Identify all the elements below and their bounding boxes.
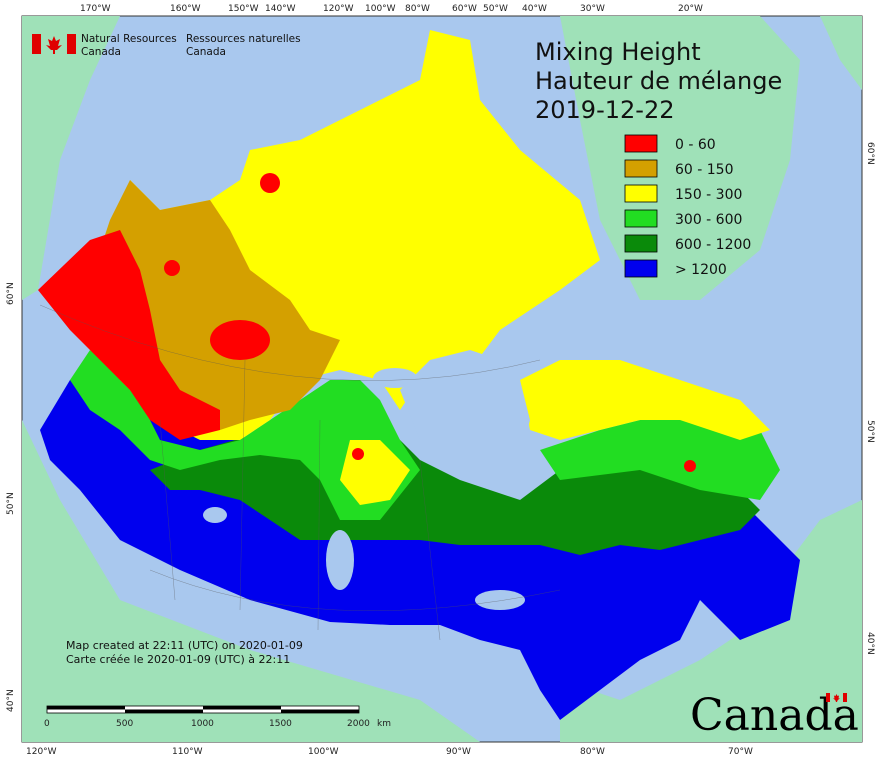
scale-unit: km [377, 719, 391, 729]
zone-red [38, 230, 220, 440]
zone-green [70, 350, 420, 520]
tick-right: 50°N [865, 420, 875, 443]
tick-top: 160°W [170, 4, 201, 14]
scale-label: 2000 [347, 719, 370, 729]
tick-top: 50°W [483, 4, 508, 14]
scale-label: 1500 [269, 719, 292, 729]
tick-left: 40°N [6, 689, 16, 712]
department-en-line1: Natural Resources [81, 33, 177, 45]
tick-top: 150°W [228, 4, 259, 14]
tick-bottom: 70°W [728, 747, 753, 757]
scale-bar: 0 500 1000 1500 2000 km [44, 705, 391, 729]
flag-bar-right [67, 34, 76, 54]
department-fr-line2: Canada [186, 46, 226, 58]
credit-line2: Carte créée le 2020-01-09 (UTC) à 22:11 [66, 653, 290, 666]
tick-top: 140°W [265, 4, 296, 14]
tick-top: 60°W [452, 4, 477, 14]
legend-swatch [624, 259, 658, 278]
tick-top: 30°W [580, 4, 605, 14]
canada-wordmark: Canada [690, 690, 859, 741]
legend-swatch [624, 184, 658, 203]
legend-swatch [624, 234, 658, 253]
maple-leaf-icon [46, 36, 62, 54]
tick-right: 40°N [865, 632, 875, 655]
top-ticks: 170°W 160°W 150°W 140°W 120°W 100°W 80°W… [80, 4, 703, 14]
scale-label: 0 [44, 719, 50, 729]
legend-label: 600 - 1200 [675, 237, 751, 253]
tick-top: 40°W [522, 4, 547, 14]
canada-land [38, 30, 800, 720]
tick-bottom: 100°W [308, 747, 339, 757]
tick-bottom: 110°W [172, 747, 203, 757]
legend-swatch [624, 159, 658, 178]
legend-label: 0 - 60 [675, 137, 716, 153]
tick-top: 80°W [405, 4, 430, 14]
legend-label: 300 - 600 [675, 212, 742, 228]
tick-top: 120°W [323, 4, 354, 14]
scale-label: 1000 [191, 719, 214, 729]
wordmark-text: Canada [690, 690, 859, 741]
legend-swatch [624, 134, 658, 153]
map-credit: Map created at 22:11 (UTC) on 2020-01-09… [66, 639, 303, 666]
left-ticks: 60°N 50°N 40°N [6, 282, 16, 712]
nrcan-signature: Natural Resources Canada Ressources natu… [32, 33, 301, 58]
flag-bar-left [32, 34, 41, 54]
tick-bottom: 90°W [446, 747, 471, 757]
graticule [39, 304, 561, 641]
surrounding-land [22, 16, 862, 742]
title-line2: Hauteur de mélange [535, 67, 782, 95]
map-title: Mixing Height Hauteur de mélange 2019-12… [535, 38, 782, 124]
tick-left: 50°N [6, 492, 16, 515]
maple-leaf-icon [833, 694, 840, 702]
department-en-line2: Canada [81, 46, 121, 58]
legend-label: > 1200 [675, 262, 727, 278]
title-date: 2019-12-22 [535, 96, 674, 124]
tick-bottom: 80°W [580, 747, 605, 757]
right-ticks: 60°N 50°N 40°N [865, 142, 875, 655]
scale-label: 500 [116, 719, 133, 729]
tick-bottom: 120°W [26, 747, 57, 757]
tick-top: 100°W [365, 4, 396, 14]
wordmark-flag-left [826, 693, 830, 702]
legend-swatch [624, 209, 658, 228]
department-fr-line1: Ressources naturelles [186, 33, 301, 45]
wordmark-flag-right [843, 693, 847, 702]
tick-left: 60°N [6, 282, 16, 305]
legend: 0 - 60 60 - 150 150 - 300 300 - 600 600 … [624, 134, 751, 278]
bottom-ticks: 120°W 110°W 100°W 90°W 80°W 70°W [26, 747, 753, 757]
legend-label: 60 - 150 [675, 162, 734, 178]
tick-right: 60°N [865, 142, 875, 165]
legend-label: 150 - 300 [675, 187, 742, 203]
tick-top: 20°W [678, 4, 703, 14]
inland-water [203, 350, 530, 610]
tick-top: 170°W [80, 4, 111, 14]
title-line1: Mixing Height [535, 38, 701, 66]
credit-line1: Map created at 22:11 (UTC) on 2020-01-09 [66, 639, 303, 652]
